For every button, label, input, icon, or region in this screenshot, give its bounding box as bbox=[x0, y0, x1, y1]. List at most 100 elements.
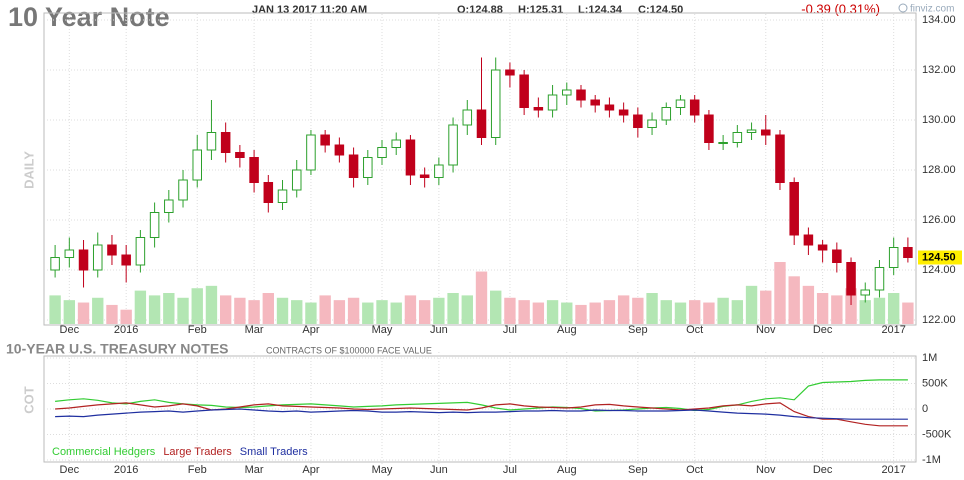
candle-body bbox=[874, 267, 885, 291]
candle-body bbox=[604, 104, 615, 111]
x-tick-label: Aug bbox=[557, 464, 577, 476]
volume-bar bbox=[404, 295, 417, 324]
candle-body bbox=[377, 147, 387, 158]
volume-bar bbox=[674, 302, 687, 324]
price-frame bbox=[43, 12, 917, 326]
volume-bar bbox=[177, 297, 189, 324]
volume-bar bbox=[603, 300, 616, 324]
volume-bar bbox=[902, 302, 914, 324]
volume-bar bbox=[291, 300, 303, 324]
candle-body bbox=[462, 109, 473, 126]
x-tick-label: Dec bbox=[813, 324, 833, 336]
volume-bar bbox=[106, 304, 118, 324]
volume-bar bbox=[774, 262, 786, 324]
candle-body bbox=[675, 99, 686, 108]
candle-body bbox=[490, 69, 501, 138]
volume-bar bbox=[433, 297, 445, 324]
y-tick-label: 134.00 bbox=[922, 14, 956, 26]
candle-body bbox=[277, 189, 288, 203]
y-tick-label: 132.00 bbox=[922, 64, 956, 76]
candle-body bbox=[107, 244, 117, 256]
volume-bar bbox=[859, 300, 871, 324]
volume-bar bbox=[63, 300, 76, 324]
last-price-label: 124.50 bbox=[922, 251, 956, 263]
x-tick-label: Oct bbox=[686, 464, 703, 476]
volume-bar bbox=[475, 271, 488, 324]
x-tick-label: Jun bbox=[430, 324, 448, 336]
volume-bar bbox=[276, 297, 289, 324]
x-tick-label: Mar bbox=[245, 464, 264, 476]
volume-bar bbox=[120, 309, 132, 324]
volume-bar bbox=[760, 290, 772, 324]
quote-low: L:124.34 bbox=[578, 4, 623, 16]
volume-bar bbox=[788, 276, 800, 324]
volume-bar bbox=[248, 300, 260, 324]
volume-bar bbox=[703, 302, 715, 324]
x-tick-label: Nov bbox=[756, 324, 776, 336]
x-tick-label: Jul bbox=[503, 464, 517, 476]
candle-body bbox=[235, 152, 245, 158]
cot-subtitle: CONTRACTS OF $100000 FACE VALUE bbox=[266, 345, 432, 355]
candle-body bbox=[78, 249, 89, 271]
series-line bbox=[55, 402, 908, 427]
date-time: JAN 13 2017 11:20 AM bbox=[252, 4, 367, 16]
candle-body bbox=[803, 234, 814, 246]
volume-bar bbox=[660, 300, 672, 324]
x-tick-label: 2016 bbox=[114, 324, 138, 336]
legend-entry: Small Traders bbox=[240, 446, 308, 458]
x-tick-label: Apr bbox=[302, 324, 319, 336]
volume-bar bbox=[390, 302, 402, 324]
volume-bar bbox=[589, 302, 601, 324]
y-tick-label: -1M bbox=[922, 454, 941, 466]
candle-body bbox=[419, 174, 430, 178]
volume-bar bbox=[77, 302, 90, 324]
last-price-box bbox=[918, 250, 962, 265]
candle-body bbox=[348, 154, 359, 178]
source: finviz.com bbox=[910, 4, 954, 15]
volume-bar bbox=[49, 295, 61, 324]
volume-bar bbox=[689, 300, 701, 324]
volume-bar bbox=[234, 297, 246, 324]
volume-bar bbox=[561, 302, 573, 324]
x-tick-label: Aug bbox=[557, 324, 577, 336]
x-tick-label: Mar bbox=[245, 324, 264, 336]
candle-body bbox=[647, 119, 657, 128]
candle-body bbox=[92, 244, 103, 271]
legend-entry: Large Traders bbox=[163, 446, 232, 458]
series-line bbox=[55, 379, 908, 412]
candle-body bbox=[576, 89, 586, 101]
y-tick-label: 122.00 bbox=[922, 314, 956, 326]
volume-bar bbox=[617, 295, 630, 324]
x-tick-label: Feb bbox=[188, 464, 207, 476]
volume-bar bbox=[632, 297, 644, 324]
candle-body bbox=[391, 139, 401, 148]
candle-body bbox=[178, 179, 188, 201]
volume-bar bbox=[163, 293, 175, 324]
volume-bar bbox=[219, 295, 232, 324]
volume-bar bbox=[447, 293, 459, 324]
volume-bar bbox=[362, 302, 374, 324]
candle-body bbox=[192, 149, 203, 181]
candle-body bbox=[590, 99, 600, 106]
quote-close: C:124.50 bbox=[638, 4, 683, 16]
candle-body bbox=[888, 247, 899, 268]
y-tick-label: 0 bbox=[922, 403, 928, 415]
x-tick-label: Oct bbox=[686, 324, 703, 336]
candle-body bbox=[860, 289, 871, 296]
candle-body bbox=[220, 132, 231, 153]
candle-body bbox=[817, 244, 828, 251]
candle-body bbox=[846, 262, 856, 296]
price-change: -0.39 (0.31%) bbox=[801, 1, 880, 16]
volume-bar bbox=[305, 302, 317, 324]
volume-bar bbox=[532, 302, 545, 324]
x-tick-label: Jul bbox=[503, 324, 517, 336]
x-tick-label: 2017 bbox=[881, 464, 905, 476]
volume-bar bbox=[490, 290, 502, 324]
candle-body bbox=[746, 129, 757, 133]
candle-body bbox=[263, 182, 274, 203]
candle-body bbox=[789, 182, 799, 236]
volume-bar bbox=[347, 297, 360, 324]
volume-bar bbox=[262, 293, 274, 324]
